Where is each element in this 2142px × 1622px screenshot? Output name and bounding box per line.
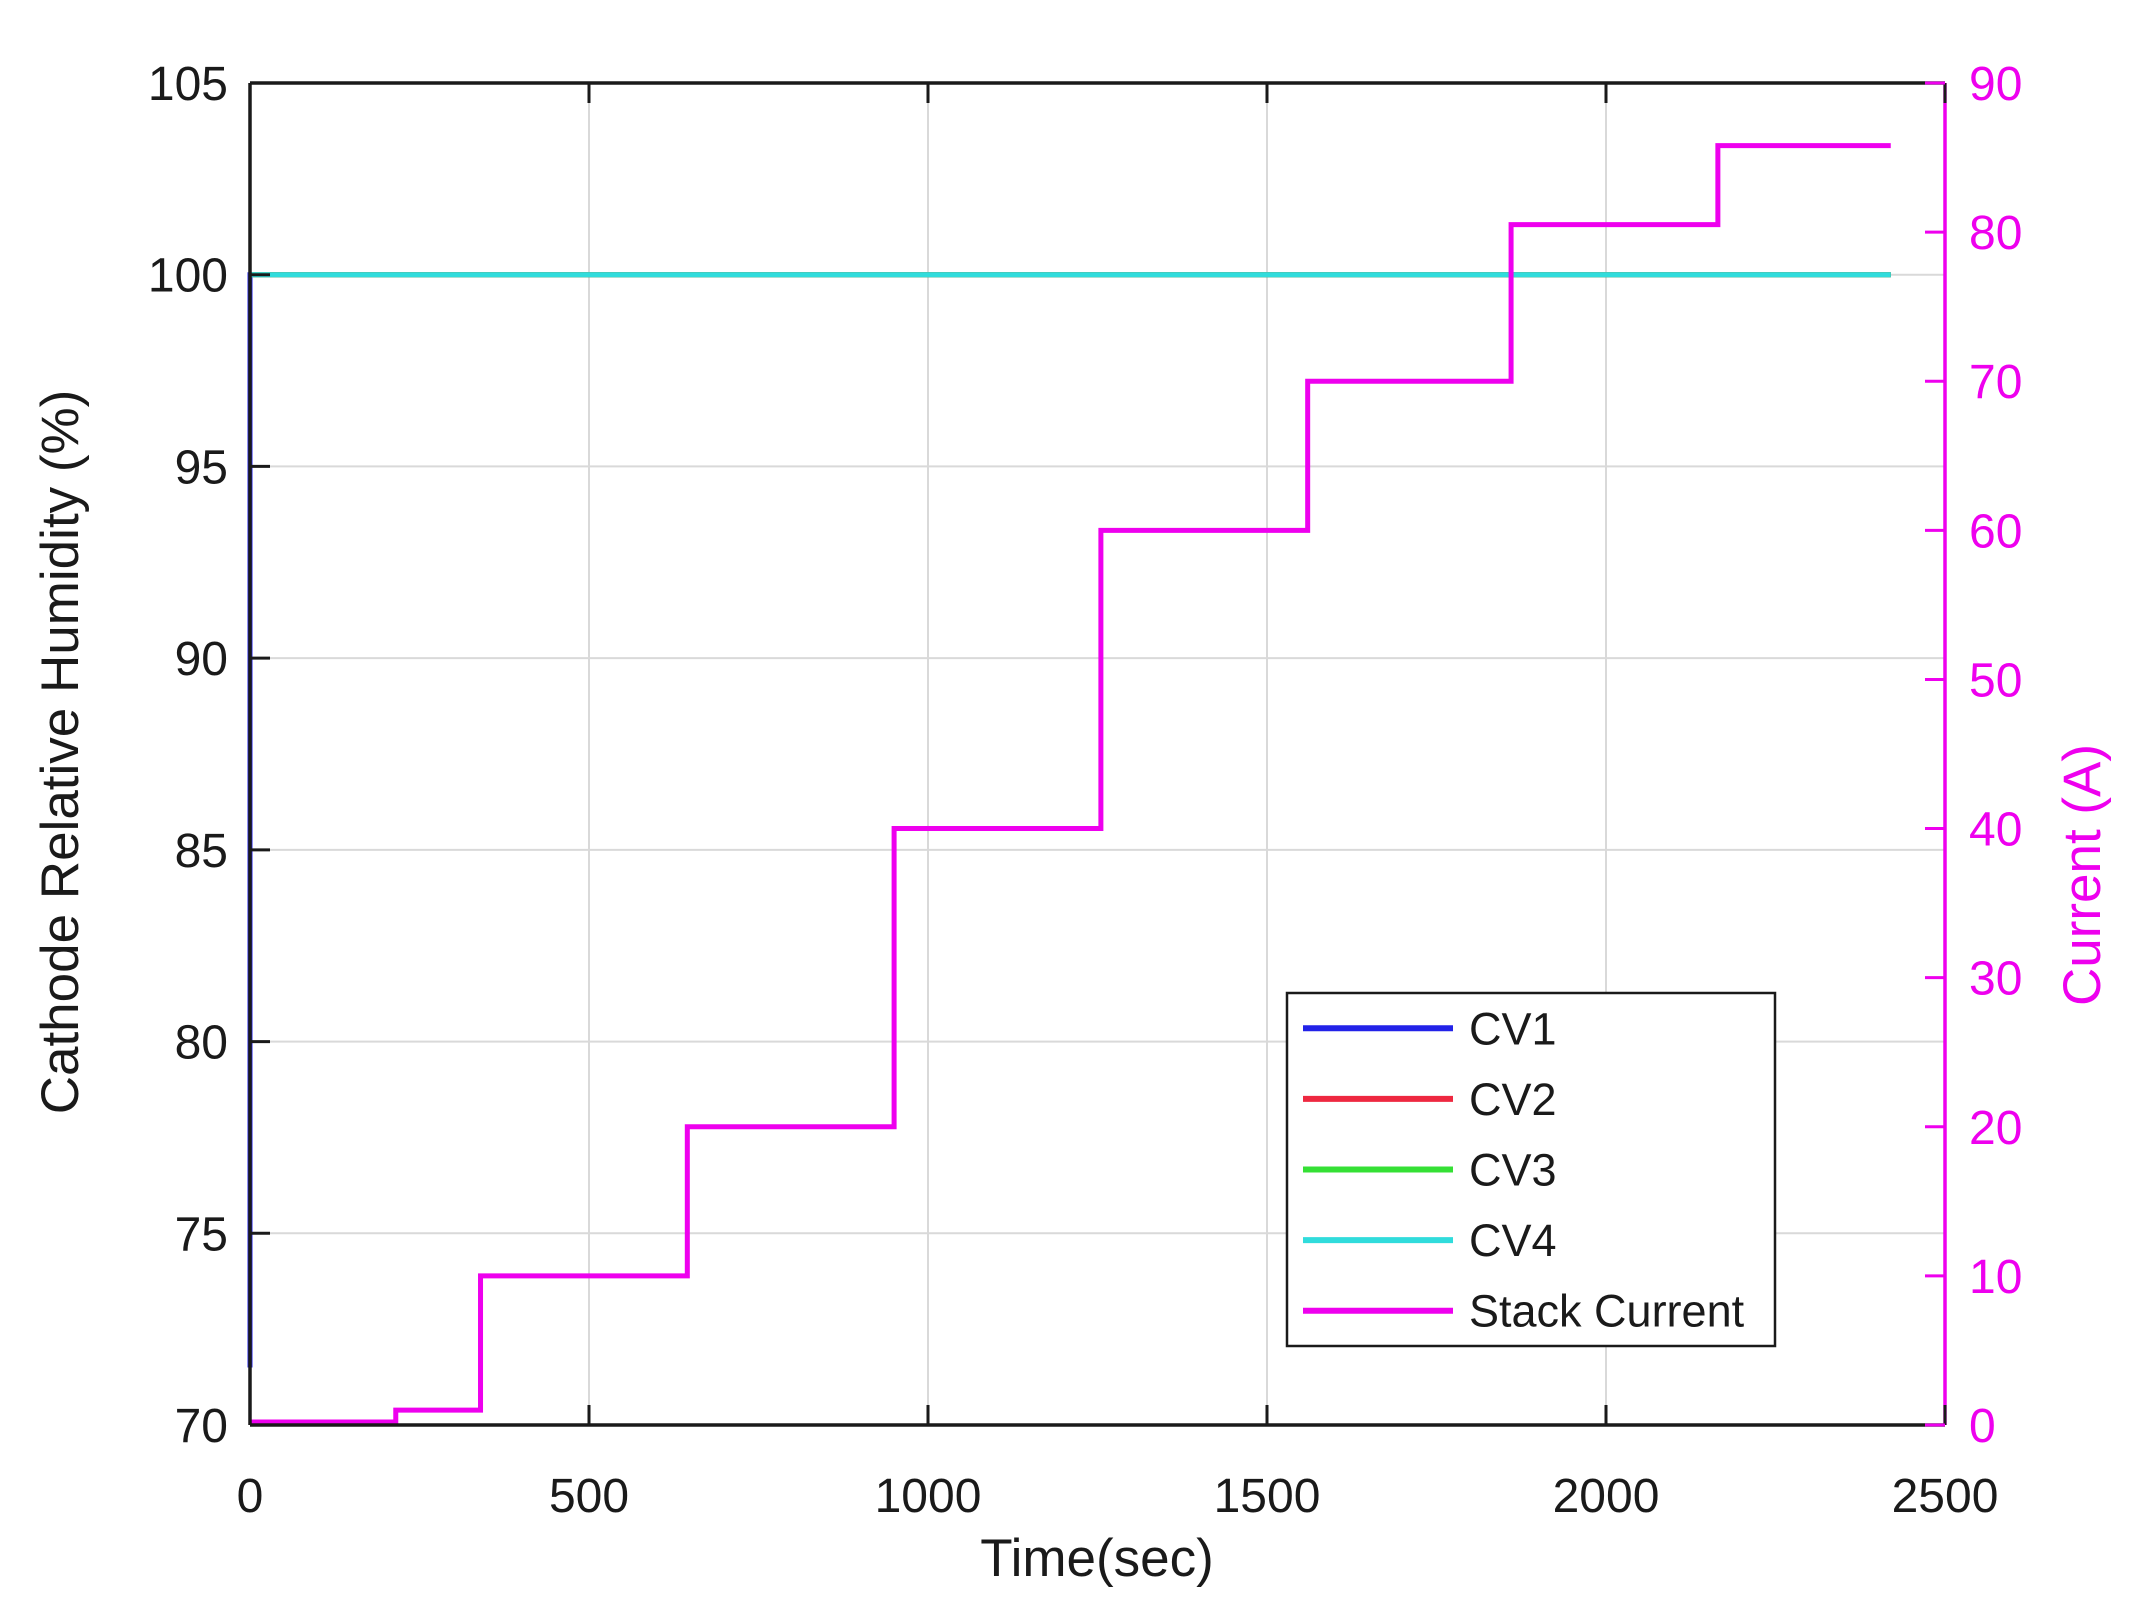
y-left-tick-label: 85 bbox=[175, 825, 228, 878]
series-line-stack-current bbox=[250, 143, 1891, 1425]
x-axis-title: Time(sec) bbox=[980, 1529, 1214, 1588]
axes bbox=[248, 81, 1947, 1427]
legend-label-cv4: CV4 bbox=[1469, 1215, 1557, 1266]
y-right-tick-label: 20 bbox=[1969, 1102, 2022, 1155]
y-right-tick-label: 40 bbox=[1969, 804, 2022, 857]
x-tick-label: 2500 bbox=[1892, 1470, 1999, 1523]
x-tick-label: 2000 bbox=[1553, 1470, 1660, 1523]
x-tick-label: 1000 bbox=[875, 1470, 982, 1523]
x-tick-label: 1500 bbox=[1214, 1470, 1321, 1523]
y-right-tick-label: 30 bbox=[1969, 953, 2022, 1006]
legend-label-stack-current: Stack Current bbox=[1469, 1286, 1745, 1337]
x-tick-label: 0 bbox=[237, 1470, 264, 1523]
y-right-tick-label: 90 bbox=[1969, 58, 2022, 111]
y-left-tick-label: 75 bbox=[175, 1208, 228, 1261]
y-left-axis-title: Cathode Relative Humidity (%) bbox=[31, 390, 90, 1115]
legend-label-cv1: CV1 bbox=[1469, 1003, 1557, 1054]
legend-label-cv3: CV3 bbox=[1469, 1145, 1557, 1196]
y-right-tick-label: 50 bbox=[1969, 654, 2022, 707]
legend-label-cv2: CV2 bbox=[1469, 1074, 1557, 1125]
y-left-tick-label: 100 bbox=[148, 250, 228, 303]
y-left-tick-label: 80 bbox=[175, 1017, 228, 1070]
tick-labels: 0 500 1000 1500 2000 250070758085909510010501… bbox=[148, 58, 2022, 1523]
y-left-tick-label: 95 bbox=[175, 441, 228, 494]
y-right-axis-title: Current (A) bbox=[2053, 744, 2112, 1006]
y-left-tick-label: 105 bbox=[148, 58, 228, 111]
legend: CV1 CV2 CV3 CV4 Stack Current bbox=[1285, 991, 1777, 1348]
y-right-tick-label: 80 bbox=[1969, 207, 2022, 260]
y-right-tick-label: 70 bbox=[1969, 356, 2022, 409]
y-right-tick-label: 0 bbox=[1969, 1400, 1996, 1453]
y-right-tick-label: 10 bbox=[1969, 1251, 2022, 1304]
y-right-tick-label: 60 bbox=[1969, 505, 2022, 558]
y-left-tick-label: 70 bbox=[175, 1400, 228, 1453]
y-left-tick-label: 90 bbox=[175, 633, 228, 686]
x-tick-label: 500 bbox=[549, 1470, 629, 1523]
